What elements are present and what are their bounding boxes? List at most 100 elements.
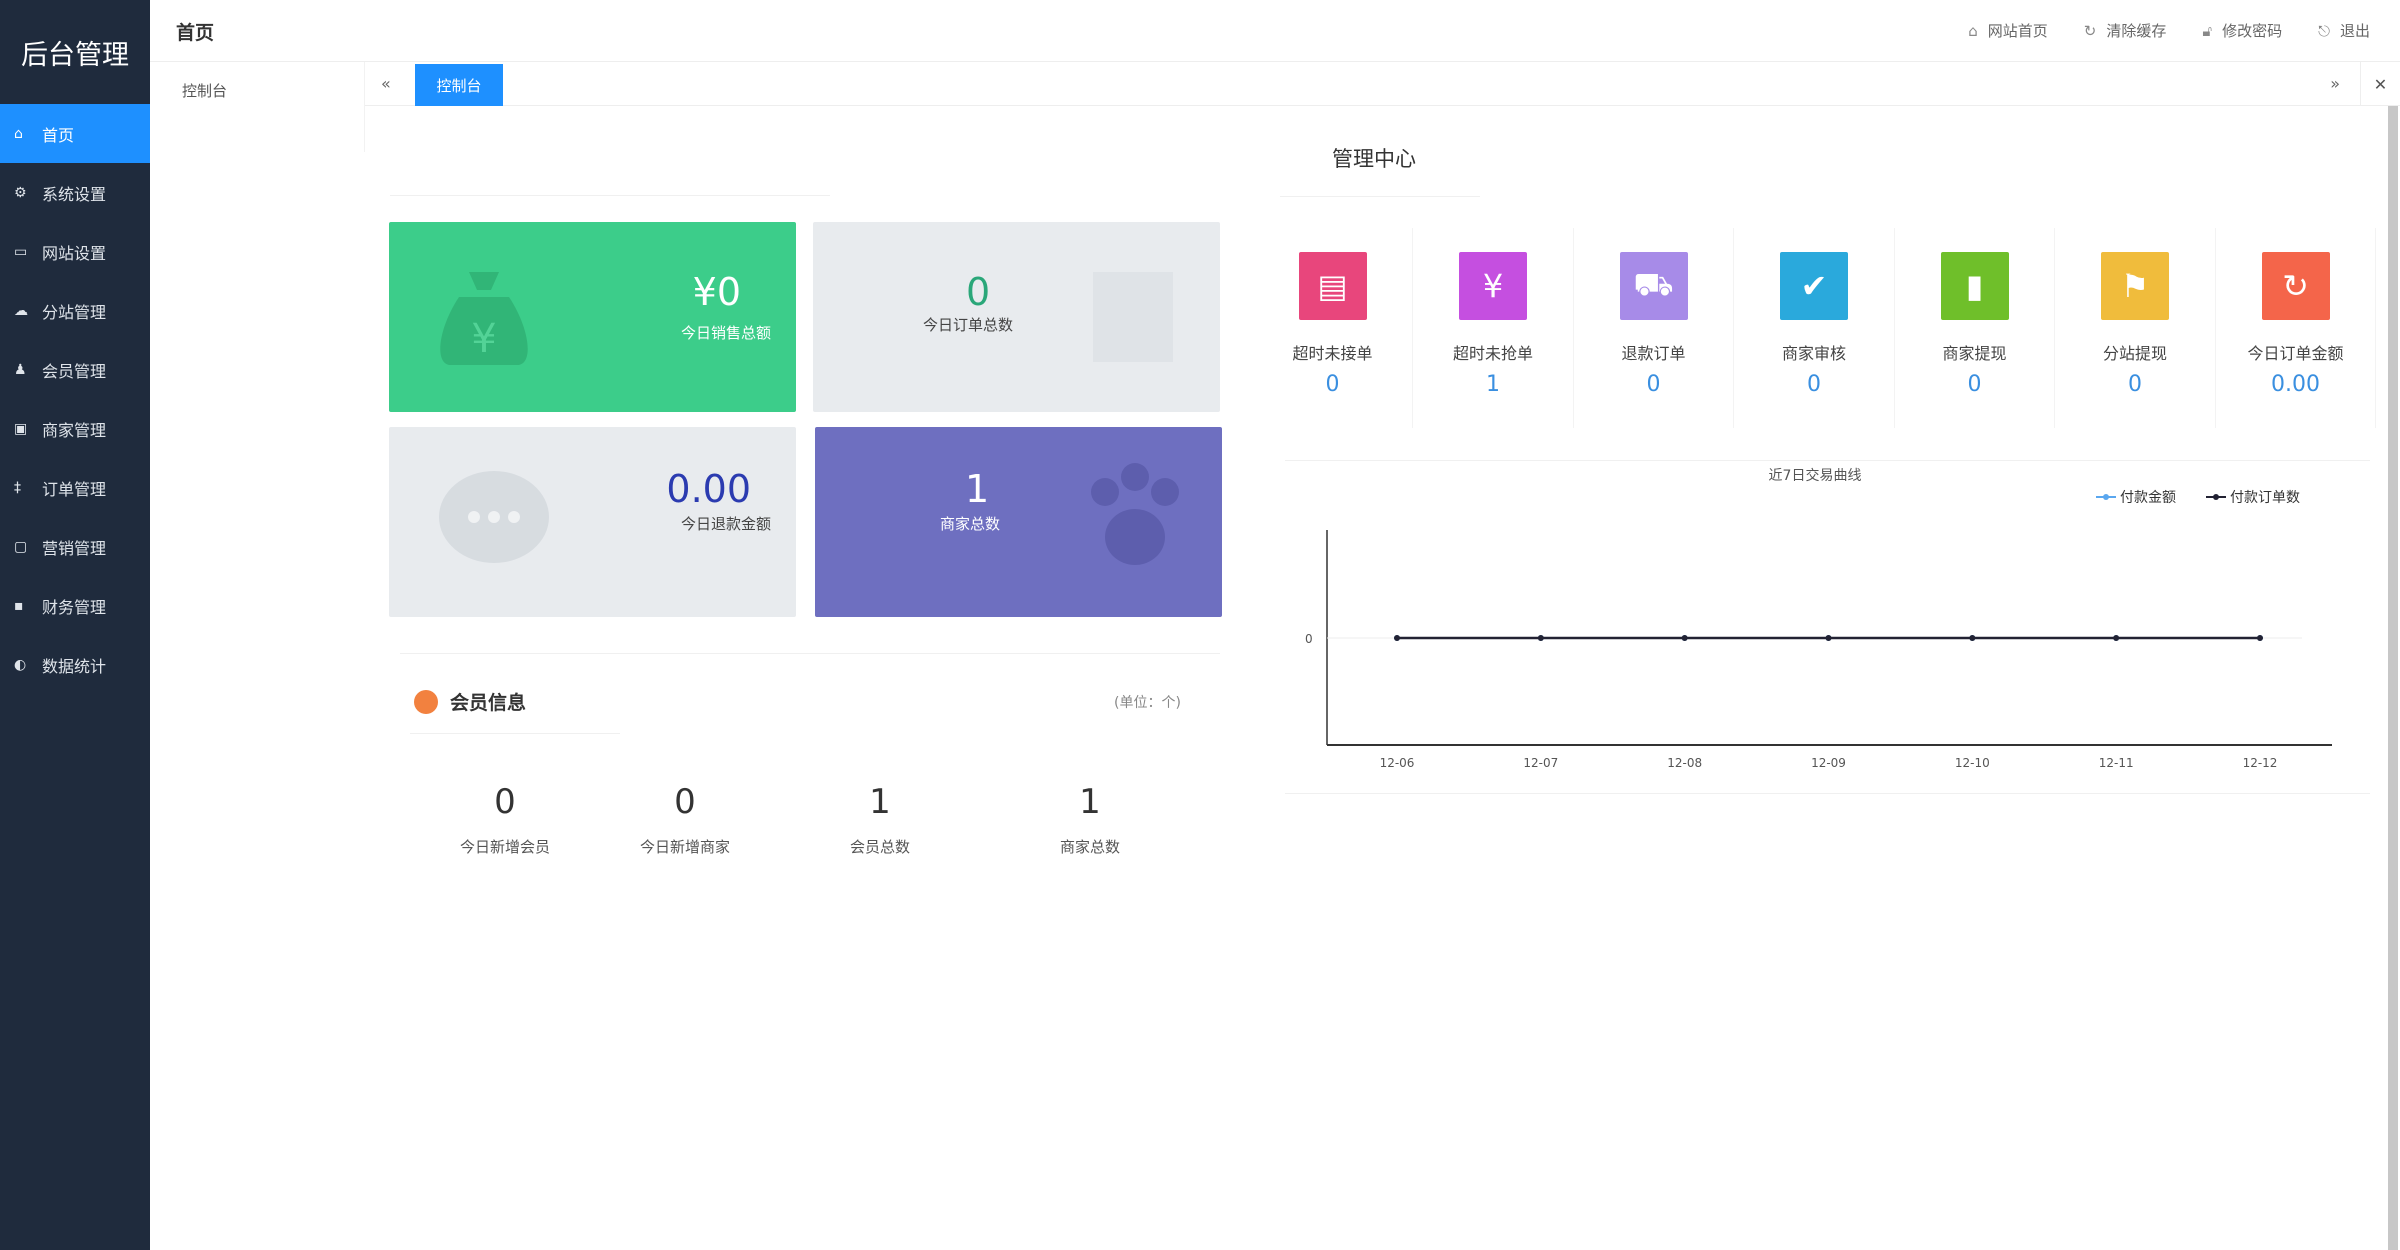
user-icon: ♟	[14, 361, 27, 378]
sidebar-item-1[interactable]: ⚙ 系统设置	[0, 163, 150, 222]
data-point	[1537, 635, 1544, 641]
refresh-icon: ↻	[2083, 22, 2097, 40]
management-stat-label: 商家提现	[1942, 344, 2007, 363]
management-stat-value: 0	[2128, 372, 2142, 397]
x-tick-label: 12-08	[1667, 756, 1702, 770]
management-stat[interactable]: ▤ 超时未接单 0	[1253, 228, 1413, 428]
calendar-icon: ▢	[14, 538, 28, 555]
sidebar: 后台管理 ⌂ 首页 ⚙ 系统设置 ▭ 网站设置 ☁ 分站管理 ♟ 会员管理 ▣ 商家管理 ‡ 订单管理 ▢ 营…	[0, 0, 150, 1250]
tab-scroll-right-icon[interactable]: »	[2330, 74, 2340, 93]
sidebar-item-3[interactable]: ☁ 分站管理	[0, 281, 150, 340]
management-stat[interactable]: ⚑ 分站提现 0	[2056, 228, 2216, 428]
chart-title: 近7日交易曲线	[1769, 467, 1862, 484]
management-stat[interactable]: ✔ 商家审核 0	[1735, 228, 1895, 428]
data-point	[2113, 635, 2120, 641]
tab-console[interactable]: 控制台	[415, 64, 503, 106]
sidebar-item-label: 网站设置	[42, 243, 107, 263]
hand-truck-icon: ⚑	[2101, 252, 2169, 320]
sidebar-item-4[interactable]: ♟ 会员管理	[0, 340, 150, 399]
card-label: 今日订单总数	[923, 316, 1014, 334]
management-stat[interactable]: ¥ 超时未抢单 1	[1414, 228, 1574, 428]
management-stat-value: 0	[1807, 372, 1821, 397]
data-point	[1394, 635, 1400, 641]
member-stat: 0 今日新增商家	[585, 782, 785, 857]
member-stat-value: 1	[869, 782, 891, 822]
change-password-link[interactable]: 🔓︎ 修改密码	[2202, 20, 2282, 41]
sidebar-item-2[interactable]: ▭ 网站设置	[0, 222, 150, 281]
chart-icon: ◐	[14, 656, 27, 673]
sidebar-item-7[interactable]: ▢ 营销管理	[0, 517, 150, 576]
logout-link[interactable]: ⎋ 退出	[2318, 20, 2370, 41]
x-tick-label: 12-06	[1380, 756, 1415, 770]
tab-scroll-left-icon[interactable]: «	[381, 74, 391, 93]
top-bar: 首页 ⌂ 网站首页 ↻ 清除缓存 🔓︎ 修改密码 ⎋ 退出	[150, 0, 2400, 62]
management-stat[interactable]: ▮ 商家提现 0	[1895, 228, 2055, 428]
management-stat-value: 1	[1486, 372, 1500, 397]
management-stat[interactable]: ⛟ 退款订单 0	[1574, 228, 1734, 428]
user-icon	[414, 689, 438, 714]
site-home-label: 网站首页	[1987, 22, 2048, 40]
sidebar-item-0[interactable]: ⌂ 首页	[0, 104, 150, 163]
legend-label: 付款订单数	[2230, 490, 2300, 506]
sidebar-item-5[interactable]: ▣ 商家管理	[0, 399, 150, 458]
merchants-total-card: 1 商家总数	[815, 427, 1222, 617]
sub-menu: 控制台	[150, 62, 365, 152]
management-stat-label: 超时未抢单	[1452, 344, 1533, 363]
site-home-link[interactable]: ⌂ 网站首页	[1968, 20, 2048, 41]
management-stat-label: 商家审核	[1781, 344, 1846, 363]
sidebar-item-label: 数据统计	[42, 656, 107, 676]
card-value: 0.00	[666, 467, 751, 511]
chat-bubble-icon	[439, 471, 549, 563]
management-stat-label: 退款订单	[1621, 344, 1686, 363]
change-password-label: 修改密码	[2222, 22, 2283, 40]
scrollbar[interactable]	[2388, 106, 2398, 1250]
member-stat-label: 会员总数	[849, 838, 910, 856]
x-tick-label: 12-12	[2243, 756, 2278, 770]
store-icon: ▣	[14, 420, 28, 437]
clipboard-check-icon: ✔	[1780, 252, 1848, 320]
card-value: 0	[966, 270, 991, 314]
sidebar-item-label: 营销管理	[42, 538, 107, 558]
network-icon: ☁	[14, 302, 28, 319]
data-point	[1969, 635, 1976, 641]
management-stat[interactable]: ↻ 今日订单金额 0.00	[2216, 228, 2376, 428]
tab-bar: « 控制台 » ✕	[365, 62, 2400, 106]
management-stat-label: 分站提现	[2102, 344, 2167, 363]
management-stat-value: 0	[1967, 372, 1982, 397]
member-stat-label: 今日新增会员	[459, 838, 550, 856]
truck-icon: ⛟	[1619, 252, 1688, 320]
management-center-title: 管理中心	[1332, 147, 1416, 171]
refund-icon: ↻	[2261, 252, 2330, 320]
sub-menu-item-console[interactable]: 控制台	[182, 82, 228, 100]
sidebar-item-8[interactable]: ▪ 财务管理	[0, 576, 150, 635]
paw-icon	[1091, 463, 1179, 565]
management-stat-label: 超时未接单	[1292, 344, 1373, 363]
member-stat: 0 今日新增会员	[405, 782, 605, 857]
monitor-icon: ▭	[14, 243, 28, 260]
close-tabs-icon[interactable]: ✕	[2360, 62, 2400, 106]
sidebar-item-6[interactable]: ‡ 订单管理	[0, 458, 150, 517]
gear-icon: ⚙	[14, 184, 27, 201]
card-label: 今日销售总额	[680, 324, 771, 342]
card-label: 今日退款金额	[680, 515, 771, 533]
management-stat-value: 0.00	[2271, 372, 2320, 397]
management-stat-value: 0	[1325, 372, 1340, 397]
sidebar-item-label: 订单管理	[42, 479, 107, 499]
svg-text:¥: ¥	[471, 316, 496, 362]
card-label: 商家总数	[940, 515, 1001, 533]
sidebar-item-label: 会员管理	[42, 361, 107, 381]
document-icon	[1093, 272, 1173, 362]
y-tick-label: 0	[1305, 632, 1313, 646]
legend-marker	[2213, 494, 2219, 500]
notebook-icon: ▮	[1940, 252, 2009, 320]
member-stat-value: 0	[674, 782, 696, 822]
logout-icon: ⎋	[2318, 22, 2330, 40]
clear-cache-link[interactable]: ↻ 清除缓存	[2084, 20, 2167, 41]
unit-label: (单位：个)	[1114, 695, 1181, 711]
sidebar-item-label: 商家管理	[42, 420, 107, 440]
member-stat-label: 今日新增商家	[639, 838, 730, 856]
member-info-header: 会员信息	[414, 688, 526, 715]
sidebar-item-9[interactable]: ◐ 数据统计	[0, 635, 150, 694]
legend-marker	[2103, 494, 2109, 500]
